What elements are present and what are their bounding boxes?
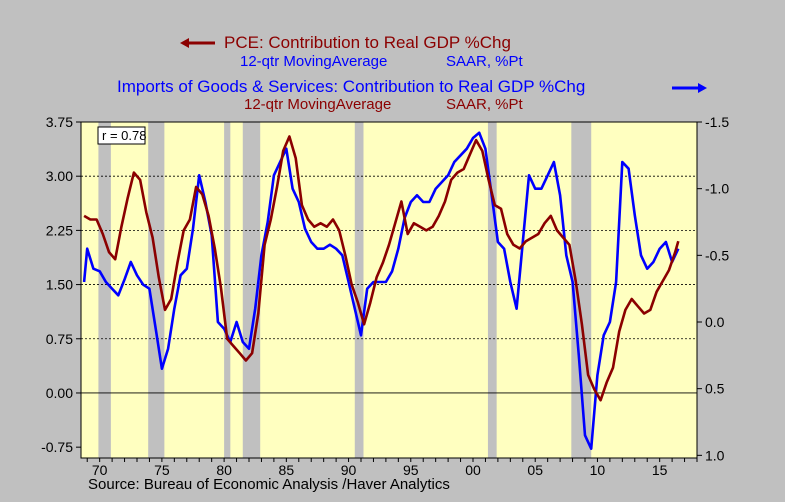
recession-bar-4 [354,122,364,458]
x-tick-label-9: 15 [652,462,668,478]
legend-imports: Imports of Goods & Services: Contributio… [117,77,707,113]
recession-bar-6 [571,122,592,458]
x-tick-label-8: 10 [590,462,606,478]
left-tick-label-2: 2.25 [46,222,73,238]
x-tick-label-7: 05 [527,462,543,478]
x-tick-label-1: 75 [154,462,170,478]
right-tick-label-2: -0.5 [705,247,729,263]
left-axis: 3.75 3.00 2.25 1.50 0.75 0.00 -0.75 [41,114,81,455]
left-tick-label-0: 3.75 [46,114,73,130]
right-tick-label-1: -1.0 [705,181,729,197]
legend-imports-sub-right: SAAR, %Pt [446,96,524,113]
x-tick-label-2: 80 [216,462,232,478]
correlation-box [97,126,146,145]
legend-pce-arrowhead [180,38,189,48]
left-tick-label-4: 0.75 [46,331,73,347]
series-line-imports [82,131,680,451]
x-tick-label-6: 00 [465,462,481,478]
left-tick-label-1: 3.00 [46,168,73,184]
right-tick-label-3: 0.0 [705,314,725,330]
x-tick-label-5: 95 [403,462,419,478]
correlation-label: r = 0.78 [102,128,146,143]
recession-bar-3 [242,122,261,458]
x-tick-label-3: 85 [279,462,295,478]
series-lines [82,131,680,451]
legend-imports-arrowhead [698,83,707,93]
x-tick-label-0: 70 [92,462,108,478]
x-axis: 70 75 80 85 90 95 00 05 10 15 [86,458,698,478]
left-tick-label-5: 0.00 [46,385,73,401]
plot-frame [80,121,698,459]
right-axis: -1.5 -1.0 -0.5 0.0 0.5 1.0 [697,114,729,463]
right-tick-label-4: 0.5 [705,381,725,397]
right-tick-label-5: 1.0 [705,447,725,463]
series-line-pce [83,135,680,402]
legend-pce: PCE: Contribution to Real GDP %Chg 12-qt… [180,33,524,70]
source-note: Source: Bureau of Economic Analysis /Hav… [88,476,450,493]
gridlines [81,175,697,394]
recession-bar-5 [487,122,497,458]
legend-pce-title: PCE: Contribution to Real GDP %Chg [224,33,511,52]
legend-imports-sub-left: 12-qtr MovingAverage [244,96,391,113]
left-tick-label-6: -0.75 [41,439,73,455]
recession-bar-1 [148,122,165,458]
recession-bar-2 [224,122,231,458]
legend-imports-title: Imports of Goods & Services: Contributio… [117,77,585,96]
left-tick-label-3: 1.50 [46,277,73,293]
recession-bars [98,122,592,458]
legend-pce-sub-right: SAAR, %Pt [446,53,524,70]
recession-bar-0 [98,122,111,458]
right-tick-label-0: -1.5 [705,114,729,130]
x-tick-label-4: 90 [341,462,357,478]
legend-pce-sub-left: 12-qtr MovingAverage [240,53,387,70]
